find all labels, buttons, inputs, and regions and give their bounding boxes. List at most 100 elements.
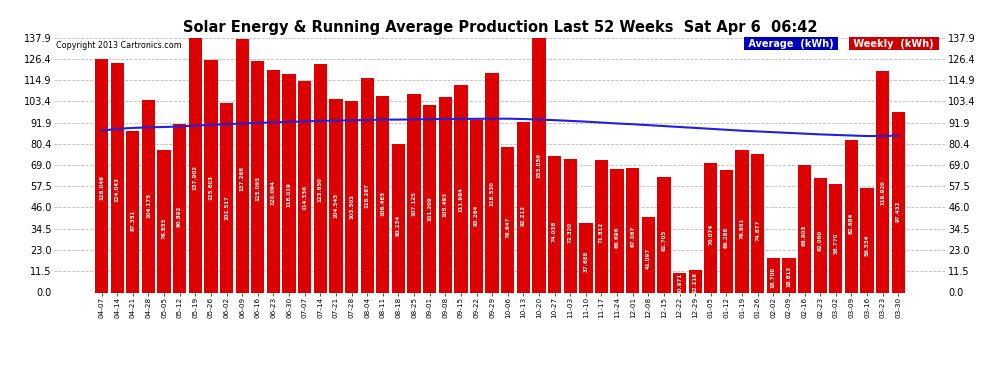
Bar — [157, 150, 170, 292]
Text: 67.067: 67.067 — [631, 226, 636, 248]
Bar — [189, 38, 202, 292]
Bar — [220, 103, 234, 292]
Bar — [251, 61, 264, 292]
Bar — [611, 169, 624, 292]
Bar — [236, 39, 248, 292]
Bar — [563, 159, 577, 292]
Text: 111.984: 111.984 — [458, 187, 463, 212]
Bar — [266, 70, 280, 292]
Bar — [423, 105, 437, 292]
Bar — [689, 270, 702, 292]
Text: 66.696: 66.696 — [615, 226, 620, 248]
Text: 66.288: 66.288 — [724, 226, 729, 248]
Bar — [751, 154, 764, 292]
Bar — [548, 156, 561, 292]
Text: 118.530: 118.530 — [490, 182, 495, 206]
Bar — [876, 71, 889, 292]
Text: 58.770: 58.770 — [834, 233, 839, 254]
Text: 126.046: 126.046 — [99, 175, 104, 200]
Bar — [282, 74, 296, 292]
Bar — [844, 140, 858, 292]
Bar — [298, 81, 311, 292]
Text: 41.097: 41.097 — [645, 248, 650, 269]
Text: 56.534: 56.534 — [864, 235, 869, 256]
Text: 76.881: 76.881 — [740, 218, 744, 239]
Bar — [704, 163, 718, 292]
Text: 37.688: 37.688 — [583, 251, 588, 272]
Bar — [485, 74, 499, 292]
Text: 106.465: 106.465 — [380, 191, 385, 216]
Bar — [330, 99, 343, 292]
Text: 125.603: 125.603 — [209, 176, 214, 201]
Text: 74.877: 74.877 — [755, 219, 760, 241]
Bar — [782, 258, 796, 292]
Title: Solar Energy & Running Average Production Last 52 Weeks  Sat Apr 6  06:42: Solar Energy & Running Average Productio… — [183, 20, 817, 35]
Text: 114.336: 114.336 — [302, 185, 307, 210]
Bar — [626, 168, 640, 292]
Text: 104.175: 104.175 — [146, 194, 150, 218]
Text: 120.094: 120.094 — [271, 180, 276, 205]
Bar — [204, 60, 218, 292]
Bar — [517, 122, 530, 292]
Text: 18.813: 18.813 — [786, 266, 791, 288]
Bar — [454, 86, 467, 292]
Text: 70.074: 70.074 — [709, 224, 714, 245]
Text: 76.855: 76.855 — [161, 218, 166, 239]
Bar — [408, 94, 421, 292]
Text: 118.019: 118.019 — [286, 182, 291, 207]
Bar — [111, 63, 124, 292]
Text: Average  (kWh): Average (kWh) — [745, 39, 837, 49]
Text: 104.545: 104.545 — [334, 193, 339, 218]
Text: 68.903: 68.903 — [802, 225, 807, 246]
Text: 12.218: 12.218 — [693, 272, 698, 293]
Bar — [798, 165, 811, 292]
Text: 97.432: 97.432 — [896, 201, 901, 222]
Text: 102.517: 102.517 — [224, 195, 229, 220]
Bar — [736, 150, 748, 292]
Bar — [392, 144, 405, 292]
Text: 123.650: 123.650 — [318, 177, 323, 202]
Bar — [501, 147, 515, 292]
Bar — [360, 78, 374, 292]
Bar — [814, 178, 827, 292]
Bar — [892, 112, 905, 292]
Bar — [830, 184, 842, 292]
Bar — [345, 101, 358, 292]
Text: 125.095: 125.095 — [255, 176, 260, 201]
Bar — [579, 223, 592, 292]
Text: 18.700: 18.700 — [771, 266, 776, 288]
Bar — [673, 273, 686, 292]
Bar — [642, 216, 655, 292]
Text: 72.320: 72.320 — [567, 222, 573, 243]
Bar — [720, 170, 734, 292]
Bar — [95, 59, 108, 292]
Text: 74.038: 74.038 — [552, 220, 557, 242]
Text: 87.351: 87.351 — [131, 209, 136, 231]
Bar — [595, 160, 608, 292]
Text: 137.902: 137.902 — [193, 165, 198, 190]
Text: 137.268: 137.268 — [240, 166, 245, 191]
Text: Weekly  (kWh): Weekly (kWh) — [850, 39, 938, 49]
Text: 71.812: 71.812 — [599, 222, 604, 243]
Bar — [533, 9, 545, 292]
Bar — [173, 124, 186, 292]
Text: 105.493: 105.493 — [443, 192, 447, 217]
Text: 80.234: 80.234 — [396, 215, 401, 236]
Text: 10.671: 10.671 — [677, 273, 682, 294]
Text: 78.647: 78.647 — [505, 216, 510, 238]
Bar — [314, 64, 327, 292]
Bar — [657, 177, 670, 292]
Text: 153.056: 153.056 — [537, 153, 542, 178]
Text: 107.125: 107.125 — [412, 191, 417, 216]
Text: 82.684: 82.684 — [849, 213, 854, 234]
Bar — [470, 120, 483, 292]
Text: 92.212: 92.212 — [521, 205, 526, 226]
Text: 62.705: 62.705 — [661, 230, 666, 251]
Bar — [439, 98, 451, 292]
Text: 90.892: 90.892 — [177, 206, 182, 228]
Text: 93.264: 93.264 — [474, 204, 479, 226]
Text: 103.503: 103.503 — [349, 194, 354, 219]
Bar — [376, 96, 389, 292]
Bar — [126, 131, 140, 292]
Text: 124.043: 124.043 — [115, 177, 120, 202]
